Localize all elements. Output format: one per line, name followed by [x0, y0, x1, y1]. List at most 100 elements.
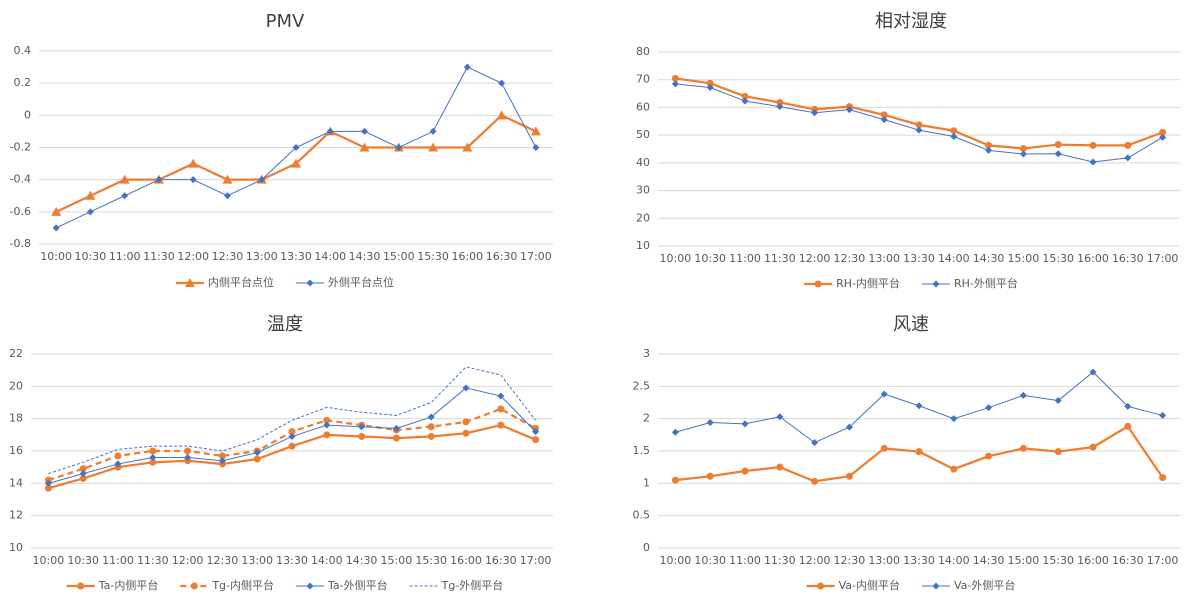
x-tick-label: 17:00: [1147, 554, 1179, 567]
y-tick-label: 60: [636, 100, 650, 113]
marker: [427, 423, 435, 431]
x-tick-label: 10:30: [67, 554, 99, 567]
marker: [1054, 397, 1062, 405]
marker: [85, 190, 96, 200]
marker: [44, 484, 52, 492]
marker: [149, 447, 157, 455]
marker: [1019, 391, 1027, 399]
y-tick-label: 2.5: [633, 379, 651, 392]
marker: [188, 158, 199, 168]
marker: [428, 142, 439, 152]
x-tick-label: 10:30: [694, 252, 726, 265]
x-tick-label: 16:30: [486, 250, 518, 263]
x-tick-label: 12:30: [834, 554, 866, 567]
x-tick-label: 10:00: [660, 554, 692, 567]
marker: [817, 582, 825, 590]
x-tick-label: 13:00: [246, 250, 278, 263]
marker: [1124, 402, 1132, 410]
legend-label: 外侧平台点位: [328, 275, 394, 289]
x-tick-label: 11:30: [764, 252, 796, 265]
y-tick-label: 50: [636, 128, 650, 141]
marker: [114, 452, 122, 460]
y-tick-label: -0.6: [10, 205, 31, 218]
x-tick-label: 15:30: [1042, 252, 1074, 265]
marker: [880, 111, 888, 119]
legend-label: 内侧平台点位: [208, 275, 274, 289]
x-tick-label: 13:00: [868, 554, 900, 567]
marker: [258, 176, 266, 184]
legend: Ta-内侧平台 Tg-内侧平台 Ta-外侧平台 Tg-外侧平台: [66, 578, 503, 592]
marker: [190, 582, 198, 590]
x-tick-label: 15:30: [415, 554, 447, 567]
marker: [915, 126, 923, 134]
x-tick-label: 14:30: [973, 252, 1005, 265]
marker: [706, 419, 714, 427]
x-tick-label: 12:30: [834, 252, 866, 265]
x-tick-label: 15:00: [381, 554, 413, 567]
marker: [1159, 133, 1167, 141]
chart-title: PMV: [266, 11, 305, 32]
y-tick-label: 0.5: [633, 509, 651, 522]
legend-item: RH-外侧平台: [922, 276, 1018, 290]
marker: [395, 144, 403, 151]
marker: [392, 434, 400, 442]
y-tick-label: -0.2: [10, 141, 31, 154]
x-tick-label: 11:30: [137, 554, 169, 567]
marker: [671, 476, 679, 484]
legend-item: RH-内侧平台: [804, 276, 900, 290]
marker: [462, 142, 473, 152]
y-tick-label: 0: [24, 108, 31, 121]
x-tick-label: 14:00: [938, 252, 970, 265]
x-tick-label: 16:30: [1112, 554, 1144, 567]
legend: 内侧平台点位 外侧平台点位: [176, 275, 394, 289]
x-tick-label: 16:30: [485, 554, 517, 567]
legend: Va-内侧平台 Va-外侧平台: [806, 578, 1015, 592]
chart-title: 相对湿度: [875, 11, 947, 32]
x-tick-label: 11:00: [109, 250, 141, 263]
marker: [880, 390, 888, 398]
y-tick-label: 30: [636, 184, 650, 197]
marker: [532, 428, 540, 436]
legend-label: RH-内侧平台: [836, 276, 900, 290]
marker: [359, 142, 370, 152]
legend-label: Ta-内侧平台: [98, 578, 159, 592]
x-tick-label: 16:00: [1077, 252, 1109, 265]
marker: [114, 460, 122, 468]
legend: RH-内侧平台 RH-外侧平台: [804, 276, 1018, 290]
x-tick-label: 14:30: [349, 250, 381, 263]
marker: [392, 424, 400, 432]
marker: [497, 405, 505, 413]
series-line: [675, 77, 1163, 150]
x-tick-label: 13:30: [280, 250, 312, 263]
marker: [814, 280, 822, 288]
marker: [121, 192, 129, 200]
marker: [427, 413, 435, 421]
marker: [776, 98, 784, 106]
marker: [462, 429, 470, 437]
marker: [706, 79, 714, 87]
legend-item: Ta-外侧平台: [296, 578, 388, 592]
x-tick-label: 12:30: [212, 250, 244, 263]
marker: [291, 158, 301, 168]
marker: [811, 477, 819, 485]
x-tick-label: 17:00: [1147, 252, 1179, 265]
chart: 风速 0 0.5 1 1.5 2 2.5 3 10:00 10:30 11:00 11:30 12:00…: [633, 314, 1180, 592]
x-tick-label: 12:00: [799, 252, 831, 265]
marker: [671, 80, 679, 88]
y-tick-label: 0: [643, 541, 650, 554]
y-tick-label: 12: [9, 509, 23, 522]
marker: [79, 474, 87, 482]
legend-item: Ta-内侧平台: [66, 578, 159, 592]
marker: [985, 146, 993, 154]
marker: [845, 423, 853, 431]
x-tick-label: 14:30: [346, 554, 378, 567]
marker: [463, 63, 471, 71]
marker: [361, 127, 369, 135]
marker: [950, 415, 958, 423]
x-tick-label: 16:00: [1077, 554, 1109, 567]
x-tick-label: 15:30: [417, 250, 449, 263]
marker: [52, 224, 60, 232]
y-tick-label: 14: [9, 476, 23, 489]
x-tick-label: 12:00: [172, 554, 204, 567]
marker: [292, 144, 300, 151]
